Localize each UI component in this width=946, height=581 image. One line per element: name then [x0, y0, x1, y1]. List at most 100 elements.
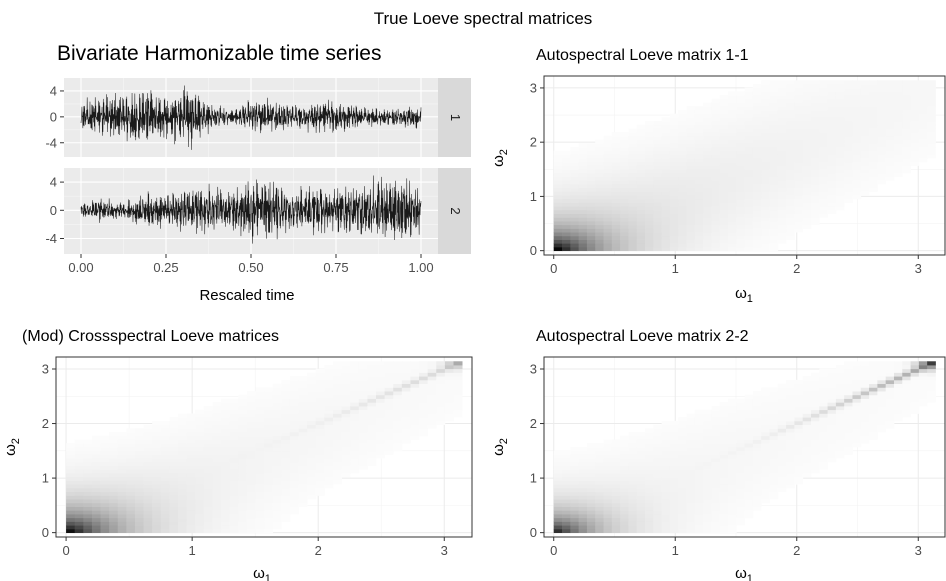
- facet-strip-label: 2: [448, 207, 463, 214]
- heatmap-cell: [246, 432, 256, 437]
- heatmap-cell: [711, 176, 721, 181]
- heatmap-cell: [761, 417, 770, 422]
- heatmap-cell: [827, 198, 837, 203]
- heatmap-cell: [332, 409, 342, 414]
- heatmap-cell: [678, 154, 687, 159]
- heatmap-cell: [703, 502, 712, 507]
- heatmap-cell: [578, 517, 588, 522]
- heatmap-cell: [802, 158, 812, 163]
- heatmap-cell: [744, 473, 754, 478]
- heatmap-cell: [595, 158, 604, 163]
- heatmap-cell: [719, 143, 729, 148]
- heatmap-cell: [711, 502, 721, 507]
- heatmap-cell: [835, 102, 845, 107]
- heatmap-cell: [636, 213, 646, 218]
- heatmap-cell: [719, 484, 729, 489]
- heatmap-cell: [711, 132, 721, 137]
- heatmap-cell: [298, 420, 308, 426]
- heatmap-cell: [645, 473, 654, 478]
- heatmap-cell: [761, 98, 770, 103]
- heatmap-cell: [844, 169, 853, 174]
- heatmap-cell: [844, 106, 853, 111]
- heatmap-cell: [160, 517, 170, 522]
- heatmap-cell: [109, 439, 119, 444]
- heatmap-cell: [611, 469, 621, 474]
- heatmap-cell: [152, 499, 162, 504]
- heatmap-cell: [384, 398, 394, 403]
- heatmap-cell: [694, 484, 704, 489]
- heatmap-cell: [736, 499, 745, 504]
- heatmap-cell: [570, 169, 580, 174]
- heatmap-cell: [761, 446, 770, 452]
- heatmap-cell: [885, 102, 895, 107]
- heatmap-cell: [620, 239, 629, 244]
- heatmap-cell: [238, 458, 248, 463]
- heatmap-cell: [902, 402, 911, 407]
- heatmap-cell: [653, 183, 663, 189]
- heatmap-cell: [645, 121, 654, 126]
- heatmap-cell: [827, 95, 837, 100]
- heatmap-cell: [786, 398, 795, 403]
- heatmap-cell: [844, 387, 853, 392]
- heatmap-cell: [877, 95, 887, 100]
- heatmap-cell: [169, 473, 179, 478]
- heatmap-cell: [246, 417, 256, 422]
- heatmap-cell: [844, 98, 853, 103]
- heatmap-cell: [444, 417, 454, 422]
- heatmap-cell: [562, 239, 571, 244]
- heatmap-cell: [126, 461, 136, 466]
- heatmap-cell: [645, 202, 654, 207]
- heatmap-cell: [83, 480, 93, 485]
- heatmap-cell: [918, 146, 928, 152]
- heatmap-cell: [918, 368, 928, 373]
- heatmap-cell: [777, 443, 787, 448]
- heatmap-cell: [877, 372, 887, 377]
- heatmap-cell: [324, 435, 334, 440]
- heatmap-cell: [143, 521, 153, 526]
- heatmap-cell: [703, 161, 712, 166]
- heatmap-cell: [736, 435, 745, 440]
- heatmap-cell: [401, 365, 411, 370]
- heatmap-cell: [645, 428, 654, 433]
- heatmap-cell: [298, 435, 308, 440]
- heatmap-cell: [109, 506, 119, 511]
- heatmap-cell: [827, 206, 837, 211]
- heatmap-cell: [686, 228, 696, 233]
- autospectral-11-title: Autospectral Loeve matrix 1-1: [536, 47, 749, 64]
- heatmap-cell: [436, 368, 446, 373]
- heatmap-cell: [752, 209, 762, 215]
- heatmap-cell: [653, 128, 663, 133]
- heatmap-cell: [719, 209, 729, 215]
- heatmap-cell: [570, 206, 580, 211]
- heatmap-cell: [661, 243, 671, 248]
- heatmap-cell: [736, 124, 745, 129]
- heatmap-cell: [160, 476, 170, 481]
- heatmap-cell: [350, 461, 360, 466]
- heatmap-cell: [703, 246, 712, 252]
- heatmap-cell: [877, 106, 887, 111]
- heatmap-cell: [728, 521, 737, 526]
- heatmap-cell: [238, 413, 248, 418]
- heatmap-cell: [281, 469, 291, 474]
- heatmap-cell: [83, 484, 93, 489]
- heatmap-cell: [761, 391, 770, 396]
- heatmap-cell: [562, 183, 571, 189]
- heatmap-cell: [769, 239, 779, 244]
- heatmap-cell: [134, 454, 144, 459]
- heatmap-cell: [203, 517, 213, 522]
- heatmap-cell: [553, 209, 563, 215]
- heatmap-cell: [653, 528, 663, 534]
- heatmap-cell: [178, 458, 188, 463]
- heatmap-cell: [794, 206, 804, 211]
- heatmap-cell: [769, 206, 779, 211]
- heatmap-cell: [393, 368, 403, 373]
- heatmap-cell: [611, 443, 621, 448]
- heatmap-cell: [860, 361, 870, 366]
- heatmap-cell: [786, 202, 795, 207]
- heatmap-cell: [686, 465, 696, 470]
- heatmap-cell: [109, 461, 119, 466]
- heatmap-cell: [678, 132, 687, 137]
- heatmap-cell: [410, 424, 420, 429]
- heatmap-cell: [769, 117, 779, 122]
- heatmap-cell: [736, 95, 745, 100]
